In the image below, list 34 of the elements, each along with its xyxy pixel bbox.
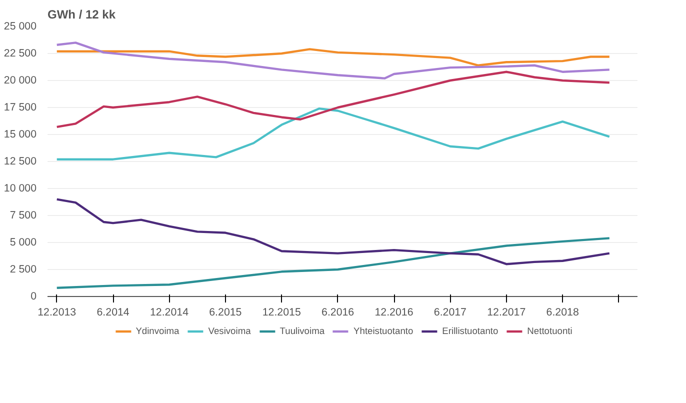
line-series: [56, 107, 611, 160]
x-tick-label: 6.2014: [96, 306, 130, 318]
y-tick-label: 5 000: [10, 236, 37, 248]
legend-label: Erillistuotanto: [442, 325, 498, 337]
x-tick-label: 12.2017: [487, 306, 526, 318]
legend-label: Ydinvoima: [136, 325, 180, 337]
x-tick-label: 12.2016: [374, 306, 414, 318]
x-tick-label: 12.2013: [38, 306, 76, 318]
x-tick-label: 6.2015: [209, 306, 242, 318]
line-series: [56, 237, 611, 289]
line-series: [56, 70, 611, 128]
legend-label: Vesivoima: [208, 325, 251, 337]
y-tick-label: 7 500: [10, 210, 37, 222]
y-tick-label: 10 000: [4, 182, 37, 194]
x-tick-label: 6.2018: [546, 306, 579, 318]
x-tick-label: 12.2014: [150, 306, 189, 318]
y-tick-label: 22 500: [4, 48, 37, 60]
x-tick-label: 12.2015: [262, 306, 301, 318]
x-tick-label: 6.2017: [434, 306, 467, 318]
y-tick-label: 2 500: [10, 264, 37, 276]
legend-label: Nettotuonti: [527, 325, 572, 337]
y-axis-title: GWh / 12 kk: [48, 8, 116, 22]
y-tick-label: 15 000: [4, 128, 37, 140]
x-tick-label: 6.2016: [322, 306, 354, 318]
legend-label: Tuulivoima: [280, 325, 325, 337]
y-tick-label: 12 500: [4, 156, 37, 168]
line-series: [56, 42, 611, 80]
y-tick-label: 0: [30, 290, 37, 302]
y-tick-label: 20 000: [4, 74, 37, 86]
y-tick-label: 25 000: [4, 20, 37, 32]
line-series: [56, 48, 611, 66]
y-tick-label: 17 500: [4, 102, 37, 114]
legend-label: Yhteistuotanto: [354, 325, 414, 337]
line-series: [56, 198, 611, 266]
